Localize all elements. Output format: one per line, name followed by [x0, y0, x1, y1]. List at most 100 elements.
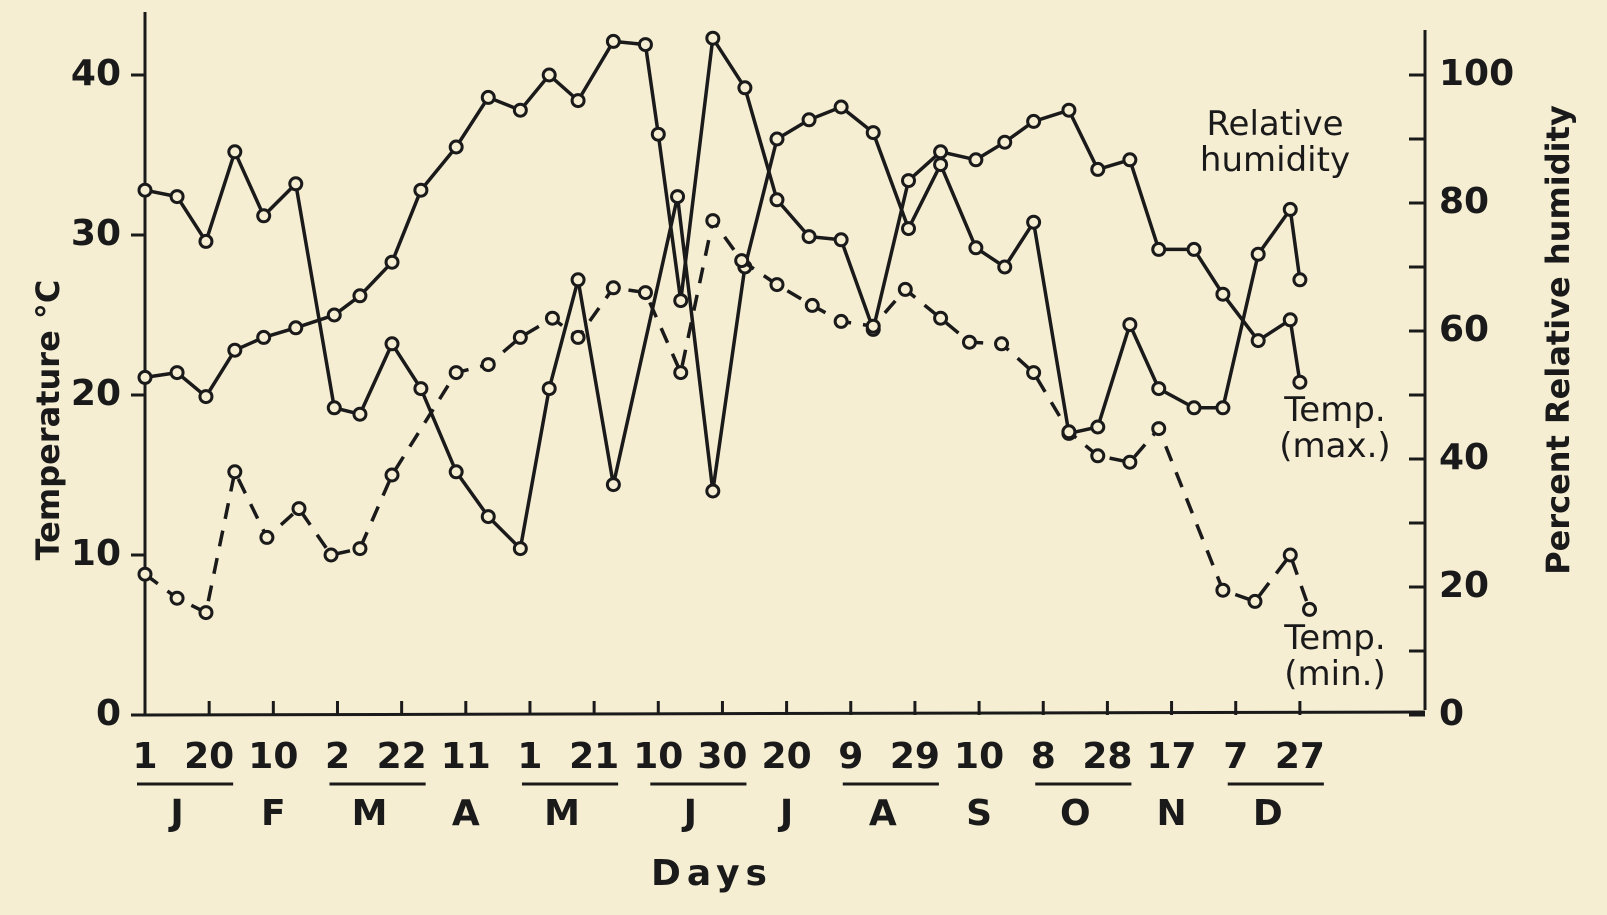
data-point — [605, 477, 621, 493]
x-tick-label: 10 — [954, 736, 1004, 777]
data-point — [227, 144, 243, 160]
data-point — [734, 253, 750, 269]
y2-tick-label: 60 — [1439, 309, 1489, 350]
y-axis-label: Temperature °C — [29, 280, 67, 561]
data-point — [1292, 374, 1308, 390]
data-point — [1122, 317, 1138, 333]
data-point — [933, 157, 949, 173]
x-tick-label: 22 — [377, 736, 427, 777]
data-point — [933, 144, 949, 160]
data-point — [1151, 381, 1167, 397]
x-tick-label: 2 — [325, 736, 350, 777]
data-point — [804, 297, 820, 313]
data-point — [901, 173, 917, 189]
month-label: M — [544, 793, 580, 834]
x-axis-label: Days — [651, 853, 773, 894]
data-point — [673, 365, 689, 381]
series-label: Temp. (min.) — [1284, 618, 1386, 694]
data-point — [480, 89, 496, 105]
data-point — [650, 126, 666, 142]
series-line — [144, 33, 1302, 400]
y-tick-label: 30 — [71, 213, 121, 254]
data-point — [1250, 246, 1266, 262]
data-point — [1090, 419, 1106, 435]
data-point — [865, 125, 881, 141]
y2-tick-label: 0 — [1439, 693, 1464, 734]
data-point — [1250, 333, 1266, 349]
series-line — [143, 216, 1312, 616]
data-point — [801, 229, 817, 245]
data-point — [705, 483, 721, 499]
data-point — [994, 336, 1010, 352]
data-point — [737, 80, 753, 96]
data-point — [352, 288, 368, 304]
data-point — [1122, 454, 1138, 470]
data-point — [670, 189, 686, 205]
data-point — [413, 381, 429, 397]
data-point — [1186, 241, 1202, 257]
data-point — [541, 381, 557, 397]
data-point — [769, 277, 785, 293]
data-point — [968, 240, 984, 256]
data-point — [1282, 312, 1298, 328]
data-point — [1292, 272, 1308, 288]
x-tick-label: 1 — [517, 736, 542, 777]
data-point — [256, 329, 272, 345]
x-tick-label: 27 — [1275, 736, 1325, 777]
data-point — [384, 336, 400, 352]
data-point — [448, 464, 464, 480]
x-tick-label: 20 — [762, 736, 812, 777]
data-point — [137, 182, 153, 198]
y2-tick-label: 40 — [1439, 437, 1489, 478]
data-point — [480, 509, 496, 525]
x-tick-label: 21 — [569, 736, 619, 777]
data-point — [288, 320, 304, 336]
data-point — [256, 208, 272, 224]
y2-axis-label: Percent Relative humidity — [1539, 105, 1577, 575]
month-label: J — [167, 793, 183, 834]
data-point — [901, 221, 917, 237]
data-point — [1282, 201, 1298, 217]
data-point — [448, 365, 464, 381]
data-point — [448, 139, 464, 155]
data-point — [1151, 241, 1167, 257]
data-point — [1090, 448, 1106, 464]
data-point — [673, 293, 689, 309]
x-tick-label: 29 — [890, 736, 940, 777]
data-point — [769, 131, 785, 147]
data-point — [227, 464, 243, 480]
data-point — [198, 233, 214, 249]
data-point — [570, 329, 586, 345]
data-point — [833, 99, 849, 115]
y-tick-label: 20 — [71, 373, 121, 414]
data-point — [968, 152, 984, 168]
x-tick-label: 7 — [1223, 736, 1248, 777]
y2-tick-label: 80 — [1439, 181, 1489, 222]
x-tick-label: 20 — [184, 736, 234, 777]
data-point — [637, 285, 653, 301]
data-point — [137, 566, 153, 582]
data-point — [570, 272, 586, 288]
month-label: J — [777, 793, 793, 834]
data-point — [326, 400, 342, 416]
data-point — [1186, 400, 1202, 416]
data-point — [605, 33, 621, 49]
data-point — [288, 176, 304, 192]
data-point — [512, 102, 528, 118]
x-tick-label: 1 — [132, 736, 157, 777]
data-point — [769, 192, 785, 208]
series-label: Relative humidity — [1199, 104, 1351, 180]
data-point — [1302, 601, 1318, 617]
data-point — [169, 590, 185, 606]
month-label: F — [261, 793, 286, 834]
month-label: O — [1060, 793, 1091, 834]
data-point — [801, 112, 817, 128]
data-point — [570, 93, 586, 109]
month-label: D — [1253, 793, 1283, 834]
data-point — [1061, 102, 1077, 118]
y2-tick-label: 100 — [1439, 53, 1514, 94]
data-point — [961, 334, 977, 350]
data-point — [1026, 214, 1042, 230]
